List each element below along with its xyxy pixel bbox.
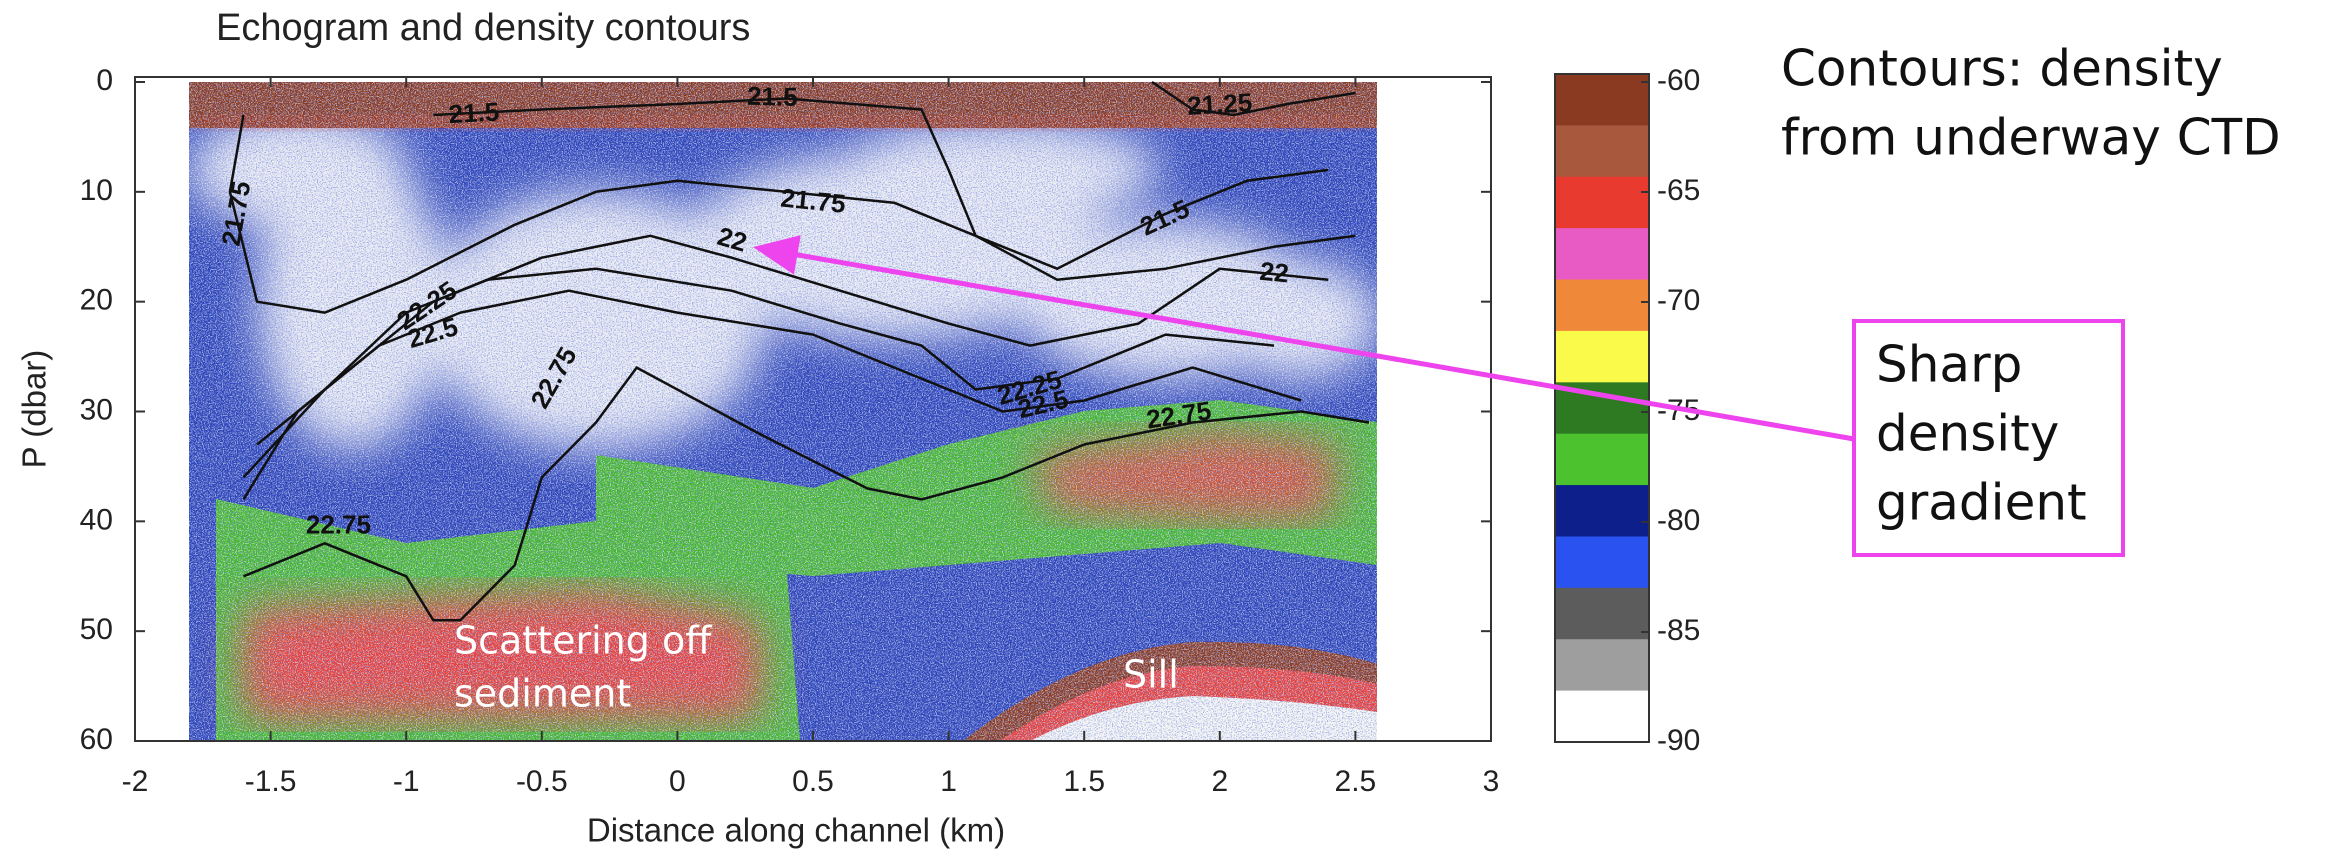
annotation: density bbox=[1876, 405, 2059, 463]
y-tick-label: 30 bbox=[80, 393, 113, 426]
colorbar-frame bbox=[1554, 73, 1650, 743]
colorbar-segment bbox=[1555, 639, 1649, 692]
contour-line bbox=[242, 267, 1275, 479]
colorbar-tick-label: -65 bbox=[1657, 174, 1700, 207]
contour-label: 22 bbox=[1258, 256, 1290, 289]
x-axis-label: Distance along channel (km) bbox=[587, 812, 1005, 849]
colorbar-segment bbox=[1555, 74, 1649, 126]
x-tick-label: -2 bbox=[122, 765, 149, 798]
y-tick-label: 10 bbox=[80, 174, 113, 207]
x-tick-label: -0.5 bbox=[516, 765, 568, 798]
contour-line bbox=[242, 289, 1302, 501]
colorbar-segment bbox=[1555, 485, 1649, 537]
contour-label: 21.25 bbox=[1186, 87, 1253, 121]
annotation: Sharp bbox=[1876, 336, 2022, 394]
y-tick-label: 50 bbox=[80, 613, 113, 646]
x-tick-label: -1.5 bbox=[245, 765, 297, 798]
x-tick-label: 2 bbox=[1211, 765, 1228, 798]
y-tick-label: 40 bbox=[80, 503, 113, 536]
contour-line bbox=[1151, 80, 1356, 117]
colorbar-segment bbox=[1555, 125, 1649, 178]
annotation: gradient bbox=[1876, 474, 2087, 532]
y-tick-label: 60 bbox=[80, 723, 113, 756]
colorbar-tick-label: -60 bbox=[1657, 64, 1700, 97]
arrow bbox=[753, 235, 1855, 442]
colorbar-tick-label: -70 bbox=[1657, 284, 1700, 317]
y-tick-label: 20 bbox=[80, 284, 113, 317]
x-tick-label: 2.5 bbox=[1335, 765, 1377, 798]
x-tick-label: 0.5 bbox=[792, 765, 834, 798]
x-tick-label: 0 bbox=[669, 765, 686, 798]
chart-title: Echogram and density contours bbox=[216, 7, 750, 49]
callout: Sharp density gradient bbox=[753, 235, 2125, 557]
contour-label: 21.75 bbox=[779, 182, 847, 218]
colorbar-segment bbox=[1555, 279, 1649, 332]
annotation: Sill bbox=[1123, 653, 1179, 697]
contour-line bbox=[243, 366, 1370, 622]
colorbar: -60-65-70-75-80-85-90 bbox=[1554, 64, 1700, 757]
axes-frame bbox=[134, 76, 1492, 742]
contour-label: 21.5 bbox=[747, 81, 798, 112]
contour-label: 21.5 bbox=[448, 97, 500, 130]
x-tick-label: -1 bbox=[393, 765, 420, 798]
annotation: Scattering off bbox=[454, 619, 712, 663]
contour-label: 22.75 bbox=[306, 510, 371, 540]
colorbar-segment bbox=[1555, 433, 1649, 486]
annotation: Contours: density bbox=[1781, 40, 2223, 98]
x-tick-label: 1 bbox=[940, 765, 957, 798]
colorbar-tick-label: -85 bbox=[1657, 614, 1700, 647]
annotation: sediment bbox=[454, 672, 631, 716]
y-axis-label: P (dbar) bbox=[16, 350, 53, 469]
colorbar-segment bbox=[1555, 176, 1649, 229]
callout-box bbox=[1852, 319, 2125, 557]
x-tick-label: 3 bbox=[1483, 765, 1500, 798]
colorbar-segment bbox=[1555, 587, 1649, 640]
colorbar-segment bbox=[1555, 330, 1649, 383]
colorbar-segment bbox=[1555, 228, 1649, 281]
y-tick-label: 0 bbox=[96, 64, 113, 97]
contour-line bbox=[228, 114, 1356, 314]
contour-line bbox=[433, 97, 1329, 270]
colorbar-tick-label: -90 bbox=[1657, 724, 1700, 757]
colorbar-segment bbox=[1555, 690, 1649, 743]
colorbar-tick-label: -80 bbox=[1657, 504, 1700, 537]
annotation: from underway CTD bbox=[1781, 109, 2281, 167]
x-tick-label: 1.5 bbox=[1063, 765, 1105, 798]
colorbar-segment bbox=[1555, 536, 1649, 589]
